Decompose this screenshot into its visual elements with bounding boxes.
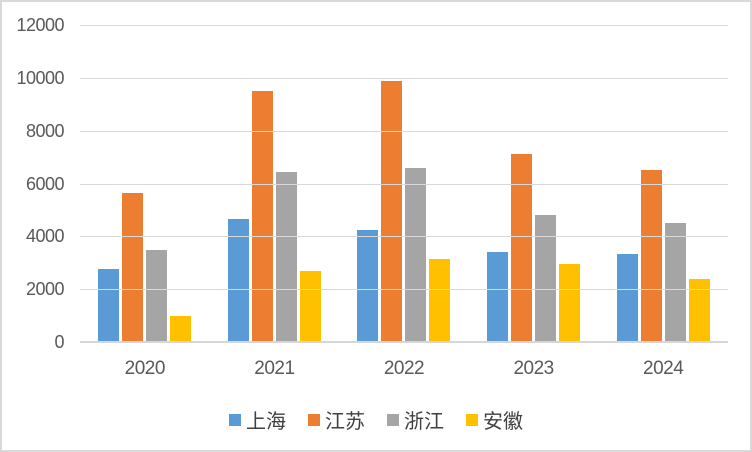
bar-江苏-2023 [511,154,533,342]
x-category-label: 2021 [254,358,295,379]
gridline [80,131,728,132]
legend-label: 安徽 [483,411,523,433]
legend-label: 江苏 [325,411,365,433]
bar-上海-2023 [487,252,509,342]
bar-浙江-2023 [535,215,557,342]
bar-江苏-2022 [381,80,403,342]
bar-安徽-2021 [299,270,321,342]
legend-swatch-icon [229,413,241,426]
bar-上海-2020 [98,269,120,342]
gridline [80,236,728,237]
y-axis: 12000 10000 8000 6000 4000 2000 0 [2,15,65,352]
gridline [80,184,728,185]
bar-江苏-2021 [251,91,273,342]
y-tick-label: 8000 [25,121,65,141]
bar-浙江-2020 [146,249,168,342]
bar-上海-2022 [357,229,379,342]
bar-上海-2024 [616,253,638,342]
gridline [80,289,728,290]
bar-江苏-2024 [640,170,662,342]
gridline [80,25,728,26]
legend-item-上海: 上海 [229,405,286,434]
legend-item-安徽: 安徽 [466,405,523,434]
x-category-label: 2024 [643,358,684,379]
bar-group-2020 [80,25,210,342]
bar-浙江-2021 [275,171,297,342]
bar-安徽-2024 [688,278,710,342]
bar-groups [80,25,728,342]
legend: 上海 江苏 浙江 安徽 [2,405,750,434]
legend-swatch-icon [387,413,399,426]
y-tick-label: 12000 [16,15,64,35]
bar-安徽-2020 [170,315,192,342]
y-tick-label: 2000 [25,279,65,299]
bar-浙江-2024 [664,223,686,342]
x-axis-line [80,341,728,343]
bar-江苏-2020 [122,192,144,342]
bar-group-2022 [339,25,469,342]
y-tick-label: 6000 [25,174,65,194]
x-category-label: 2022 [383,358,425,379]
legend-swatch-icon [466,413,478,426]
bar-group-2024 [598,25,728,342]
bar-安徽-2023 [559,264,581,342]
bar-浙江-2022 [405,167,427,342]
y-tick-label: 0 [54,332,64,352]
legend-swatch-icon [308,413,320,426]
gridline [80,78,728,79]
y-tick-label: 10000 [16,68,64,88]
bar-group-2021 [210,25,340,342]
legend-label: 浙江 [404,411,444,433]
x-axis: 2020 2021 2022 2023 2024 [80,358,728,380]
legend-item-浙江: 浙江 [387,405,444,434]
legend-label: 上海 [246,411,286,433]
bar-安徽-2022 [429,258,451,342]
bar-group-2023 [469,25,599,342]
x-category-label: 2020 [124,358,166,379]
legend-item-江苏: 江苏 [308,405,365,434]
y-tick-label: 4000 [25,226,65,246]
bar-上海-2021 [227,219,249,342]
plot-area [80,25,728,343]
x-category-label: 2023 [513,358,554,379]
